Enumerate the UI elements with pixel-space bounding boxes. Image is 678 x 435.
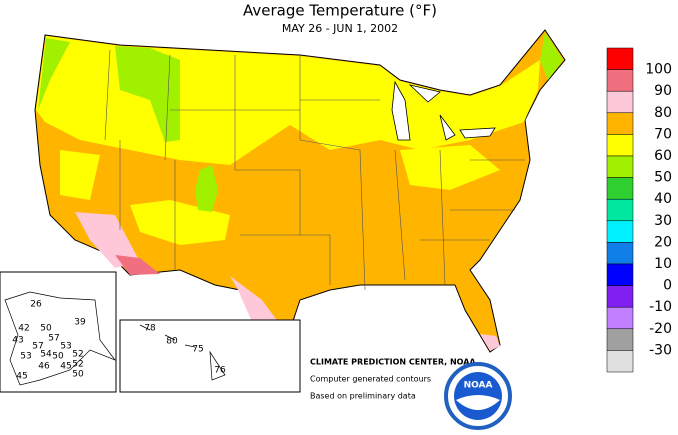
great-lakes bbox=[391, 80, 496, 141]
legend-swatch bbox=[606, 177, 634, 200]
legend-label: 40 bbox=[654, 191, 672, 207]
region-green-maine bbox=[540, 32, 563, 80]
legend-label: 70 bbox=[654, 126, 672, 142]
credit-line: Based on preliminary data bbox=[310, 392, 416, 401]
legend-swatch bbox=[606, 69, 634, 92]
station-value: 39 bbox=[74, 318, 86, 328]
region-yellow-west bbox=[60, 150, 100, 200]
legend-label: 90 bbox=[654, 83, 672, 99]
legend-label: -30 bbox=[649, 342, 672, 358]
credit-center: CLIMATE PREDICTION CENTER, NOAA bbox=[310, 358, 476, 367]
credit-line: Computer generated contours bbox=[310, 375, 431, 384]
station-value: 75 bbox=[192, 345, 203, 355]
station-value: 50 bbox=[40, 324, 52, 334]
legend-swatch bbox=[606, 155, 634, 178]
legend-label: -10 bbox=[649, 299, 672, 315]
region-pink-florida bbox=[480, 334, 500, 351]
region-green-north bbox=[115, 46, 180, 142]
legend-swatch bbox=[606, 112, 634, 135]
station-value: 26 bbox=[30, 300, 42, 310]
region-red-sw bbox=[115, 255, 160, 275]
region-green-colorado bbox=[195, 165, 218, 212]
legend-swatch bbox=[606, 47, 634, 70]
region-pink-sw bbox=[75, 212, 140, 268]
legend-swatch bbox=[606, 285, 634, 308]
legend-label: -20 bbox=[649, 321, 672, 337]
alaska-box bbox=[0, 271, 117, 393]
hawaii-outline bbox=[139, 324, 226, 381]
station-value: 52 bbox=[72, 350, 83, 360]
station-value: 57 bbox=[32, 342, 43, 352]
station-value: 53 bbox=[60, 342, 71, 352]
station-value: 53 bbox=[20, 352, 31, 362]
station-value: 80 bbox=[166, 337, 178, 347]
legend-label: 10 bbox=[654, 256, 672, 272]
region-green-nw bbox=[38, 38, 70, 110]
logo-text: NOAA bbox=[464, 381, 493, 391]
legend-swatch bbox=[606, 350, 634, 373]
legend-swatch bbox=[606, 134, 634, 157]
noaa-logo: NOAA bbox=[444, 362, 512, 430]
station-value: 46 bbox=[38, 362, 50, 372]
region-yellow-sw bbox=[130, 200, 230, 245]
us-map bbox=[34, 29, 566, 353]
station-value: 52 bbox=[72, 360, 83, 370]
station-value: 45 bbox=[60, 362, 71, 372]
legend-swatch bbox=[606, 328, 634, 351]
legend-label: 50 bbox=[654, 170, 672, 186]
state-lines bbox=[104, 49, 525, 291]
station-value: 78 bbox=[144, 324, 156, 334]
station-value: 45 bbox=[16, 372, 27, 382]
station-value: 42 bbox=[18, 324, 29, 334]
station-value: 57 bbox=[48, 334, 59, 344]
legend-label: 80 bbox=[654, 105, 672, 121]
alaska-outline bbox=[4, 291, 117, 386]
station-value: 76 bbox=[214, 366, 226, 376]
station-value: 50 bbox=[72, 370, 84, 380]
logo-bird bbox=[456, 395, 500, 410]
legend-swatch bbox=[606, 306, 634, 330]
legend-swatch bbox=[606, 220, 634, 243]
legend-label: 100 bbox=[645, 62, 672, 78]
title: Average Temperature (°F) bbox=[243, 2, 437, 20]
legend-swatch bbox=[606, 90, 634, 114]
subtitle: MAY 26 - JUN 1, 2002 bbox=[282, 22, 398, 35]
legend-swatch bbox=[606, 242, 634, 265]
legend-swatch bbox=[606, 198, 634, 222]
legend-label: 30 bbox=[654, 213, 672, 229]
legend-label: 20 bbox=[654, 234, 672, 250]
legend-swatch bbox=[606, 263, 634, 286]
station-value: 50 bbox=[52, 352, 64, 362]
station-value: 54 bbox=[40, 350, 52, 360]
legend-label: 60 bbox=[654, 148, 672, 164]
station-value: 43 bbox=[12, 336, 23, 346]
region-yellow-ohio bbox=[400, 145, 500, 190]
legend-label: 0 bbox=[663, 278, 672, 294]
